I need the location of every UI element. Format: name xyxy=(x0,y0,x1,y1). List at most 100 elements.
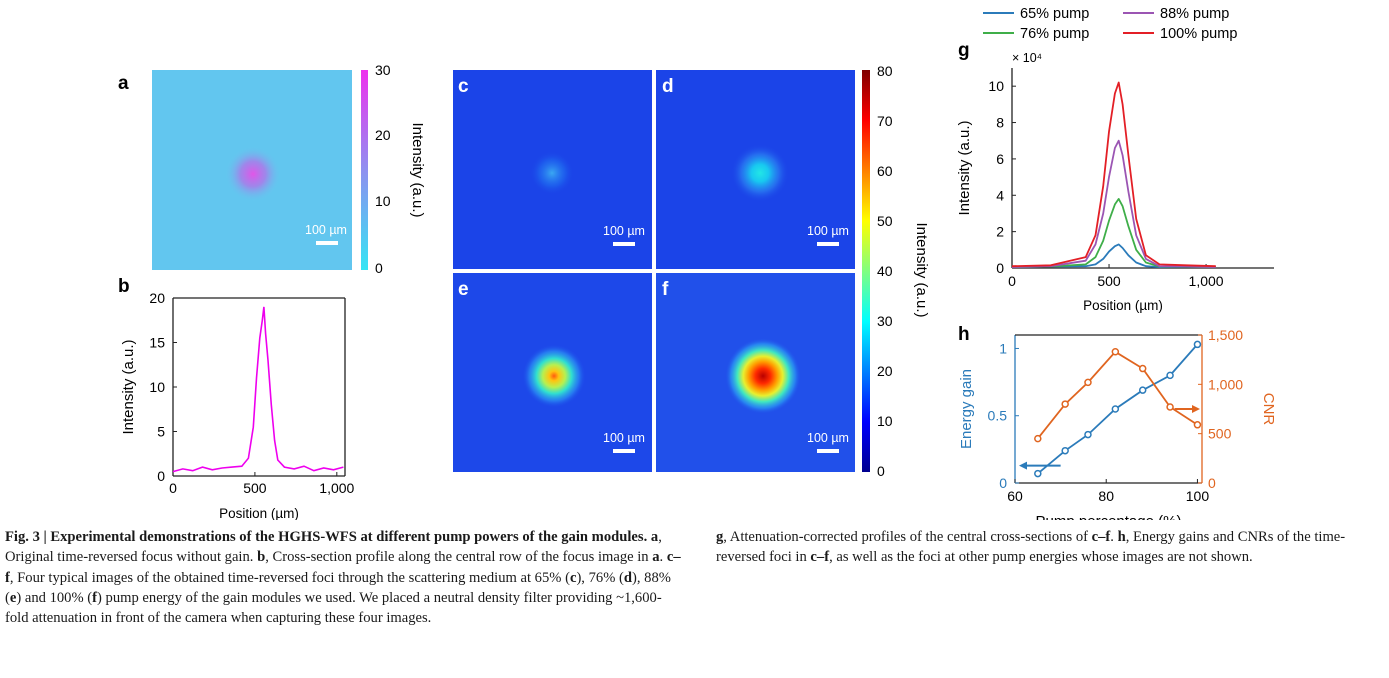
energy-gain-axis-arrowhead xyxy=(1019,461,1027,470)
caption-ref: h xyxy=(1117,529,1126,545)
panel-label-f: f xyxy=(662,279,669,300)
data-point-cnr xyxy=(1166,403,1174,411)
legend-label-65: 65% pump xyxy=(1020,6,1089,22)
x-tick-label: 60 xyxy=(1007,488,1023,504)
scale-bar-label-e: 100 µm xyxy=(603,431,645,445)
scale-bar-label-a: 100 µm xyxy=(305,223,347,237)
y2-tick-label: 500 xyxy=(1208,426,1232,442)
y-tick-label: 15 xyxy=(149,335,165,351)
x-tick-label: 500 xyxy=(243,480,267,496)
legend-g: 65% pump 88% pump 76% pump 100% pump xyxy=(983,6,1237,42)
scale-bar-label-d: 100 µm xyxy=(807,224,849,238)
caption-text: ) and 100% ( xyxy=(16,589,93,606)
caption-ref: d xyxy=(623,569,632,586)
data-point-energy-gain xyxy=(1166,371,1174,380)
y-axis-label: Intensity (a.u.) xyxy=(120,339,137,434)
data-point-energy-gain xyxy=(1034,469,1042,478)
series-line-profile xyxy=(172,306,344,473)
scale-bar-label-f: 100 µm xyxy=(807,431,849,445)
caption-text: , Attenuation-corrected profiles of the … xyxy=(723,529,1092,545)
data-point-cnr xyxy=(1111,348,1120,356)
y2-axis-label: CNR xyxy=(1260,393,1277,426)
panel-label-e: e xyxy=(458,279,469,300)
y-tick-label: 10 xyxy=(149,379,165,395)
chart-b: 0 500 1,000 0 5 10 15 20 Position (µm) Intensity … xyxy=(120,290,355,520)
colorbar-a xyxy=(361,70,368,270)
caption-ref: f xyxy=(92,589,98,606)
data-point-cnr xyxy=(1084,378,1092,387)
legend-label-88: 88% pump xyxy=(1160,6,1229,22)
x-tick-label: 100 xyxy=(1186,488,1210,504)
data-point-cnr xyxy=(1034,434,1042,443)
caption-ref: c–f xyxy=(5,549,681,586)
colorbar-cf-tick: 20 xyxy=(877,363,893,379)
chart-g: 0 500 1,000 0 2 4 6 8 10 Position (µm) Intensity (… xyxy=(956,68,1274,313)
x-tick-label: 0 xyxy=(1008,273,1016,289)
panel-label-h: h xyxy=(958,324,970,345)
caption-ref: c–f xyxy=(810,549,830,566)
caption-fig-label: Fig. 3 | Experimental demonstrations of … xyxy=(5,529,648,545)
legend-label-76: 76% pump xyxy=(1020,26,1089,42)
caption-ref: a xyxy=(652,549,660,566)
colorbar-cf-tick: 60 xyxy=(877,163,893,179)
caption-ref: e xyxy=(9,589,17,606)
figure-canvas: a 100 µm 0 10 20 30 Intensity (a.u.) b 0… xyxy=(118,6,1277,520)
image-f xyxy=(656,273,855,472)
image-d xyxy=(656,70,855,269)
x-tick-label: 500 xyxy=(1097,273,1121,289)
caption-text: , Original time-reversed focus without g… xyxy=(5,529,662,566)
caption-text: , Energy gains and CNRs of the time-reve… xyxy=(716,529,1346,566)
data-point-energy-gain xyxy=(1061,446,1069,455)
y-tick-label: 4 xyxy=(996,187,1004,203)
colorbar-cf-tick: 10 xyxy=(877,413,893,429)
panel-label-b: b xyxy=(118,276,130,297)
y2-tick-label: 1,500 xyxy=(1208,327,1243,343)
panel-label-d: d xyxy=(662,76,674,97)
series-line-2 xyxy=(1011,197,1216,268)
series-line-cnr xyxy=(1037,350,1198,440)
x-axis-label: Pump percentage (%) xyxy=(1036,513,1182,520)
image-c xyxy=(453,70,652,269)
data-point-energy-gain xyxy=(1084,430,1092,439)
y-tick-label: 5 xyxy=(157,424,165,440)
caption-ref: g xyxy=(716,529,724,545)
colorbar-a-tick: 30 xyxy=(375,62,391,78)
colorbar-a-tick: 0 xyxy=(375,260,383,276)
y2-tick-label: 0 xyxy=(1208,475,1216,491)
data-point-cnr xyxy=(1193,421,1202,429)
caption-text: , Cross-section profile along the centra… xyxy=(265,549,653,566)
y-multiplier-g: × 10⁴ xyxy=(1012,51,1042,65)
caption-ref: c–f xyxy=(1091,529,1111,545)
colorbar-cf-tick: 40 xyxy=(877,263,893,279)
data-point-energy-gain xyxy=(1138,386,1147,394)
y-tick-label: 1 xyxy=(999,340,1007,356)
scale-bar-label-c: 100 µm xyxy=(603,224,645,238)
data-point-cnr xyxy=(1138,364,1147,373)
y-tick-label: 0 xyxy=(157,468,165,484)
y-tick-label: 10 xyxy=(988,78,1004,94)
x-axis-label: Position (µm) xyxy=(219,506,299,520)
caption-text: . xyxy=(1110,529,1118,545)
colorbar-cf-tick: 70 xyxy=(877,113,893,129)
colorbar-cf-tick: 50 xyxy=(877,213,893,229)
y-tick-label: 20 xyxy=(149,290,165,306)
image-a xyxy=(152,70,352,270)
caption-text: ), 76% ( xyxy=(576,569,624,586)
image-e xyxy=(453,273,652,472)
data-point-energy-gain xyxy=(1193,340,1202,349)
colorbar-cf-tick: 0 xyxy=(877,463,885,479)
colorbar-cf xyxy=(862,70,870,472)
caption-text: , as well as the foci at other pump ener… xyxy=(829,549,1253,566)
caption-ref: b xyxy=(257,549,266,566)
colorbar-a-tick: 20 xyxy=(375,127,391,143)
caption-text: ), 88% ( xyxy=(5,569,671,606)
x-tick-label: 80 xyxy=(1098,488,1114,504)
caption-ref: a xyxy=(650,529,659,545)
panel-label-a: a xyxy=(118,73,129,94)
caption-text: , Four typical images of the obtained ti… xyxy=(9,569,570,586)
x-axis-label: Position (µm) xyxy=(1083,298,1163,313)
caption-ref: c xyxy=(569,569,577,586)
colorbar-a-tick: 10 xyxy=(375,193,391,209)
cnr-axis-arrowhead xyxy=(1192,405,1200,414)
y-tick-label: 0 xyxy=(996,260,1004,276)
